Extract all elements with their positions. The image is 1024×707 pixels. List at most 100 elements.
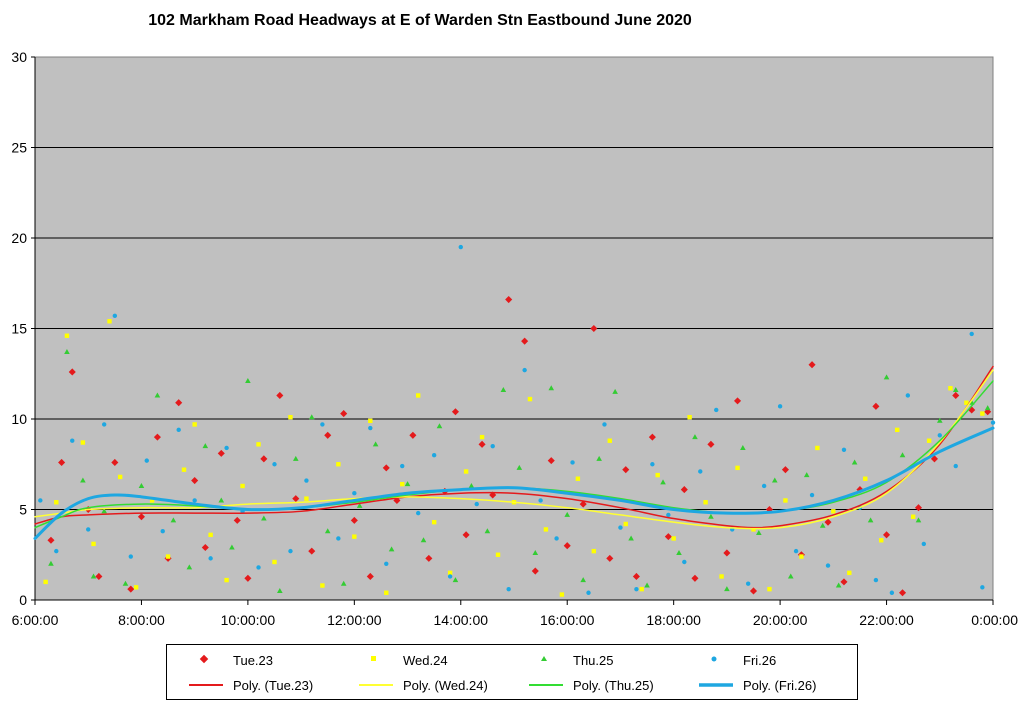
series-Wed.24	[43, 319, 985, 597]
data-point	[564, 511, 571, 517]
data-point	[905, 393, 911, 398]
data-point	[388, 546, 395, 552]
data-point	[366, 572, 374, 581]
data-point	[680, 486, 688, 494]
data-point	[596, 455, 602, 461]
data-point	[372, 441, 379, 447]
x-tick-label: 22:00:00	[859, 612, 914, 628]
data-point	[80, 440, 86, 445]
data-point	[980, 411, 985, 416]
series-Thu.25	[48, 349, 991, 593]
data-point	[224, 445, 229, 451]
data-point	[618, 525, 623, 530]
data-point	[964, 400, 969, 405]
y-tick-label: 10	[11, 411, 27, 427]
data-point	[586, 590, 591, 595]
x-tick-label: 6:00:00	[12, 612, 59, 628]
data-point	[824, 518, 832, 526]
data-point	[350, 516, 358, 524]
data-point	[708, 513, 714, 519]
data-point	[522, 367, 527, 373]
data-point	[240, 483, 245, 489]
legend-line-poly-thu	[523, 675, 567, 695]
data-point	[101, 508, 107, 514]
data-point	[883, 374, 890, 380]
data-point	[64, 333, 70, 338]
data-point	[244, 574, 252, 582]
data-point	[149, 498, 155, 503]
y-tick-label: 0	[19, 592, 27, 608]
y-tick-label: 20	[11, 230, 27, 246]
legend-marker-fri	[693, 650, 737, 670]
data-point	[137, 513, 145, 521]
data-point	[356, 502, 363, 508]
data-point	[937, 433, 942, 438]
legend-marker-tue	[183, 650, 227, 670]
data-point	[404, 481, 411, 487]
x-tick-label: 12:00:00	[327, 612, 382, 628]
data-point	[781, 466, 789, 474]
data-point	[186, 564, 193, 570]
data-point	[463, 469, 469, 474]
data-point	[47, 536, 55, 544]
data-point	[952, 391, 960, 400]
series-Tue.23	[47, 296, 992, 597]
data-point	[160, 529, 165, 534]
data-point	[563, 542, 571, 550]
data-point	[607, 438, 612, 443]
data-point	[692, 434, 698, 440]
data-point	[735, 465, 740, 471]
data-point	[478, 440, 486, 448]
data-point	[703, 500, 708, 505]
legend-item-poly-thu: Poly. (Thu.25)	[523, 675, 654, 695]
data-point	[723, 549, 731, 557]
data-point	[218, 497, 225, 503]
data-point	[948, 386, 953, 391]
data-point	[835, 582, 842, 588]
data-point	[559, 592, 565, 597]
legend-item-poly-fri: Poly. (Fri.26)	[693, 675, 816, 695]
data-point	[606, 554, 614, 562]
legend-label-thu: Thu.25	[573, 652, 614, 668]
data-point	[547, 457, 555, 465]
data-point	[153, 433, 161, 441]
data-point	[771, 477, 778, 483]
data-point	[863, 476, 868, 481]
data-point	[687, 414, 692, 420]
data-point	[176, 427, 181, 433]
data-point	[506, 586, 511, 592]
legend-label-tue: Tue.23	[233, 652, 273, 668]
data-point	[777, 404, 783, 409]
data-point	[831, 509, 836, 514]
legend-label-wed: Wed.24	[403, 652, 448, 668]
data-point	[490, 443, 495, 449]
legend-label-fri: Fri.26	[743, 652, 777, 668]
data-point	[340, 410, 348, 418]
data-point	[48, 560, 54, 566]
data-point	[340, 580, 347, 586]
data-point	[111, 458, 119, 466]
data-point	[292, 495, 300, 503]
data-point	[799, 554, 804, 559]
data-point	[984, 405, 991, 411]
data-point	[889, 590, 895, 595]
legend-item-fri: Fri.26	[693, 650, 776, 670]
data-point	[416, 393, 421, 398]
data-point	[590, 324, 598, 333]
data-point	[740, 444, 746, 450]
data-point	[899, 452, 906, 458]
data-point	[117, 474, 123, 480]
data-point	[500, 387, 507, 393]
data-point	[783, 498, 788, 503]
data-point	[666, 512, 671, 518]
data-point	[915, 517, 922, 523]
data-point	[495, 552, 501, 557]
data-point	[436, 423, 443, 429]
data-point	[468, 482, 475, 488]
data-point	[756, 530, 762, 536]
legend-marker-wed	[353, 650, 397, 670]
trendline-Poly. (Fri.26)	[33, 426, 995, 540]
data-point	[416, 510, 421, 516]
data-point	[554, 536, 559, 541]
data-point	[749, 587, 758, 595]
